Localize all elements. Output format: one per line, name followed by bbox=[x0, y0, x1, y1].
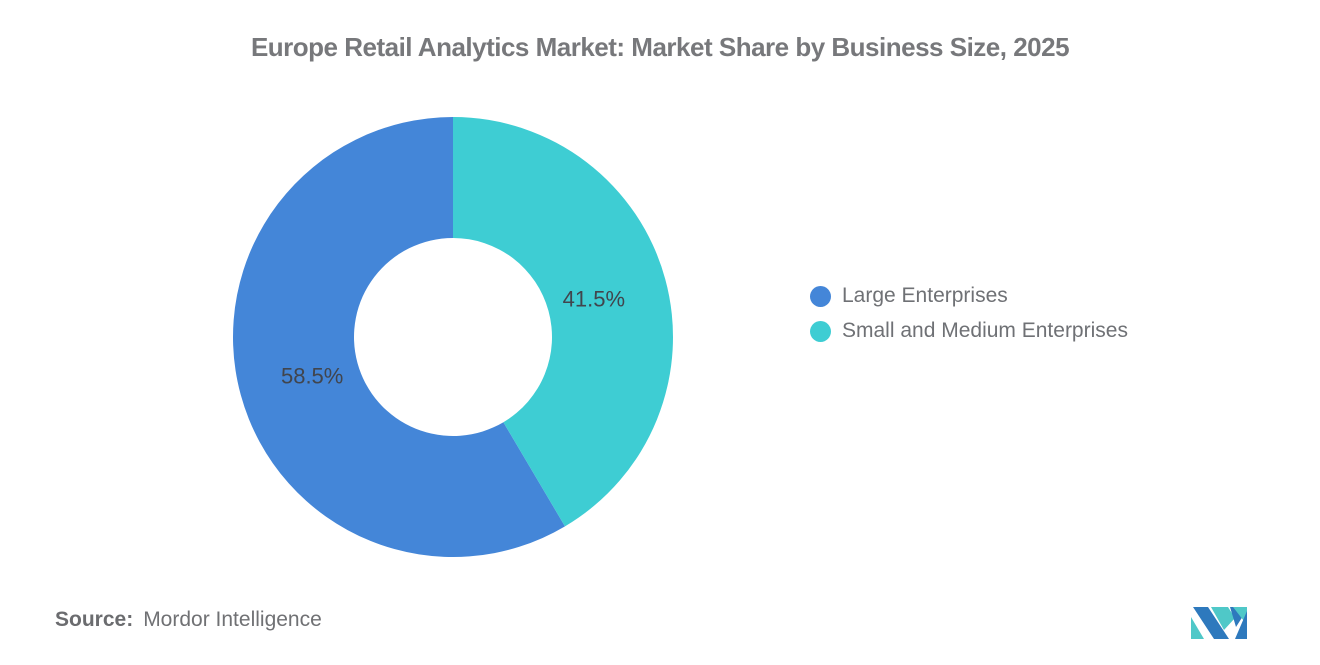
mordor-intelligence-logo bbox=[1191, 607, 1247, 639]
source-label: Source: bbox=[55, 608, 134, 631]
legend-item-large-enterprises[interactable]: Large Enterprises bbox=[810, 284, 1128, 308]
donut-slice-large-enterprises[interactable] bbox=[232, 117, 565, 557]
chart-title: Europe Retail Analytics Market: Market S… bbox=[250, 32, 1070, 62]
slice-value-label: 41.5% bbox=[563, 286, 625, 311]
legend-label: Large Enterprises bbox=[842, 284, 1008, 307]
slice-value-label: 58.5% bbox=[281, 364, 343, 389]
legend-label: Small and Medium Enterprises bbox=[842, 319, 1128, 342]
donut-slice-small-and-medium-enterprises[interactable] bbox=[453, 116, 673, 527]
legend-item-sme[interactable]: Small and Medium Enterprises bbox=[810, 319, 1128, 343]
legend-swatch-sme bbox=[810, 320, 831, 342]
donut-chart: 58.5% 41.5% bbox=[232, 116, 673, 557]
source-line: Source: Mordor Intelligence bbox=[55, 608, 322, 632]
source-value: Mordor Intelligence bbox=[143, 608, 322, 631]
legend-swatch-large-enterprises bbox=[810, 285, 831, 307]
chart-legend: Large Enterprises Small and Medium Enter… bbox=[810, 284, 1128, 343]
